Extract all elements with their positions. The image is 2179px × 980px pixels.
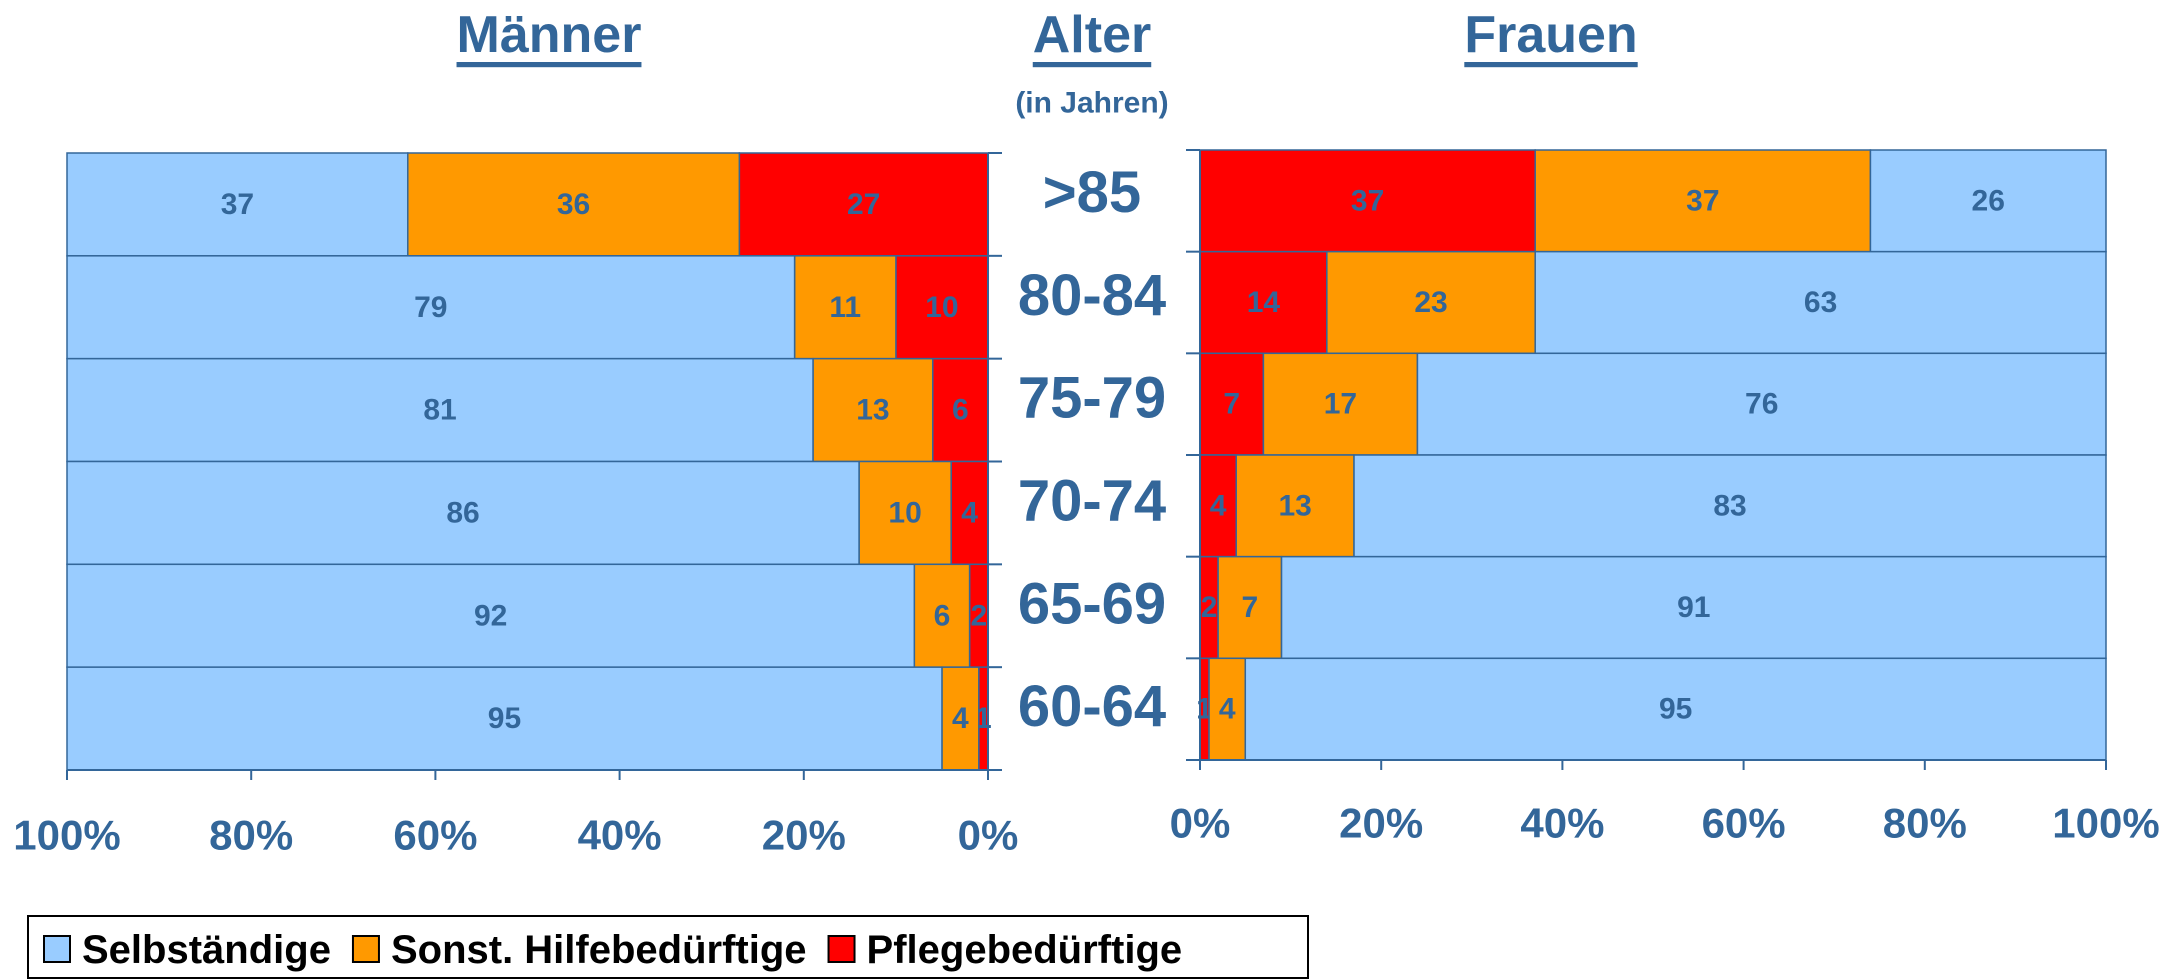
bar-segment — [1869, 149, 2107, 253]
legend — [27, 915, 1309, 979]
data-label: 7 — [1241, 591, 1258, 624]
bar-segment — [66, 152, 409, 257]
bar-segment — [66, 563, 916, 668]
age-label: 75-79 — [1018, 366, 1166, 431]
bar-segment — [1199, 352, 1265, 456]
chart-title: Männer — [457, 6, 642, 64]
data-label: 81 — [423, 394, 456, 427]
bar-segment — [793, 255, 897, 360]
x-tick-label: 40% — [1520, 800, 1604, 847]
bar-segment — [1235, 454, 1355, 558]
data-label: 6 — [952, 394, 969, 427]
data-label: 14 — [1247, 286, 1281, 319]
age-label: 80-84 — [1018, 263, 1166, 328]
bar-segment — [1534, 250, 2107, 355]
data-label: 6 — [934, 599, 951, 632]
bar-segment — [1326, 250, 1536, 355]
age-subtitle: (in Jahren) — [1015, 87, 1168, 120]
bar-segment — [1217, 555, 1283, 660]
data-label: 13 — [856, 394, 889, 427]
legend-label: Selbständige — [82, 928, 331, 972]
legend-label: Pflegebedürftige — [867, 928, 1183, 972]
x-tick-label: 0% — [958, 812, 1019, 859]
data-label: 10 — [925, 291, 958, 324]
data-label: 2 — [1201, 591, 1218, 624]
x-tick-label: 100% — [2052, 800, 2159, 847]
bar-segment — [858, 460, 952, 566]
data-label: 13 — [1278, 489, 1311, 522]
data-label: 37 — [221, 188, 254, 221]
age-label: 65-69 — [1018, 571, 1166, 636]
data-label: 7 — [1223, 388, 1240, 421]
legend-swatch — [351, 935, 380, 963]
bar-segment — [1244, 657, 2107, 761]
legend-swatch — [43, 935, 71, 963]
data-label: 95 — [1659, 693, 1692, 726]
x-tick-label: 20% — [762, 812, 846, 859]
data-label: 37 — [1686, 184, 1719, 217]
data-label: 36 — [557, 188, 590, 221]
bar-segment — [1208, 657, 1247, 761]
x-tick-label: 80% — [209, 812, 293, 859]
data-label: 37 — [1351, 184, 1384, 217]
age-label: >85 — [1043, 160, 1141, 225]
data-label: 10 — [888, 496, 921, 529]
age-label: 60-64 — [1018, 674, 1166, 739]
data-label: 4 — [1219, 693, 1236, 726]
chart-title: Frauen — [1464, 6, 1637, 64]
bar-segment — [66, 357, 814, 463]
data-label: 11 — [829, 291, 861, 324]
bar-segment — [738, 152, 989, 257]
data-label: 92 — [474, 599, 507, 632]
data-label: 4 — [952, 702, 969, 735]
bar-segment — [1199, 149, 1536, 253]
data-label: 27 — [847, 188, 880, 221]
data-label: 23 — [1414, 286, 1447, 319]
bar-segment — [1199, 250, 1328, 355]
data-label: 26 — [1972, 184, 2005, 217]
bar-segment — [66, 666, 943, 771]
bar-segment — [1262, 352, 1419, 456]
data-label: 79 — [414, 291, 447, 324]
age-label: 70-74 — [1018, 468, 1166, 533]
x-tick-label: 60% — [393, 812, 477, 859]
data-label: 2 — [970, 599, 987, 632]
bar-segment — [407, 152, 741, 257]
bar-segment — [66, 460, 860, 566]
data-label: 86 — [446, 496, 479, 529]
bar-segment — [1353, 454, 2107, 558]
legend-label: Sonst. Hilfebedürftige — [391, 928, 807, 972]
legend-swatch — [827, 935, 856, 963]
x-tick-label: 0% — [1170, 800, 1231, 847]
data-label: 91 — [1677, 591, 1710, 624]
data-label: 4 — [1210, 489, 1227, 522]
x-tick-label: 80% — [1883, 800, 1967, 847]
data-label: 95 — [488, 702, 521, 735]
x-tick-label: 100% — [13, 812, 120, 859]
bar-segment — [1534, 149, 1872, 253]
data-label: 4 — [961, 496, 978, 529]
age-title: Alter — [1033, 6, 1151, 64]
data-label: 76 — [1745, 388, 1778, 421]
x-tick-label: 20% — [1339, 800, 1423, 847]
data-label: 63 — [1804, 286, 1837, 319]
data-label: 83 — [1713, 489, 1746, 522]
x-tick-label: 40% — [578, 812, 662, 859]
bar-segment — [913, 563, 971, 668]
data-label: 17 — [1324, 388, 1357, 421]
x-tick-label: 60% — [1702, 800, 1786, 847]
